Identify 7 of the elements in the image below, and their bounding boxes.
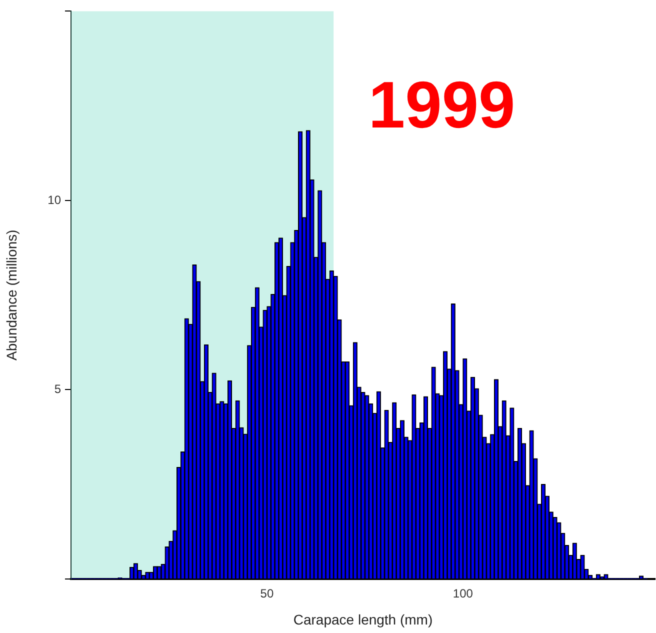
x-axis-title: Carapace length (mm): [293, 611, 433, 628]
y-tick-label: 10: [48, 192, 62, 207]
x-tick-label: 50: [260, 586, 274, 601]
y-tick-label: 5: [54, 382, 62, 396]
x-tick-label: 100: [452, 586, 474, 601]
text: 1999: [368, 67, 516, 142]
y-axis-title: Abundance (millions): [3, 230, 20, 360]
